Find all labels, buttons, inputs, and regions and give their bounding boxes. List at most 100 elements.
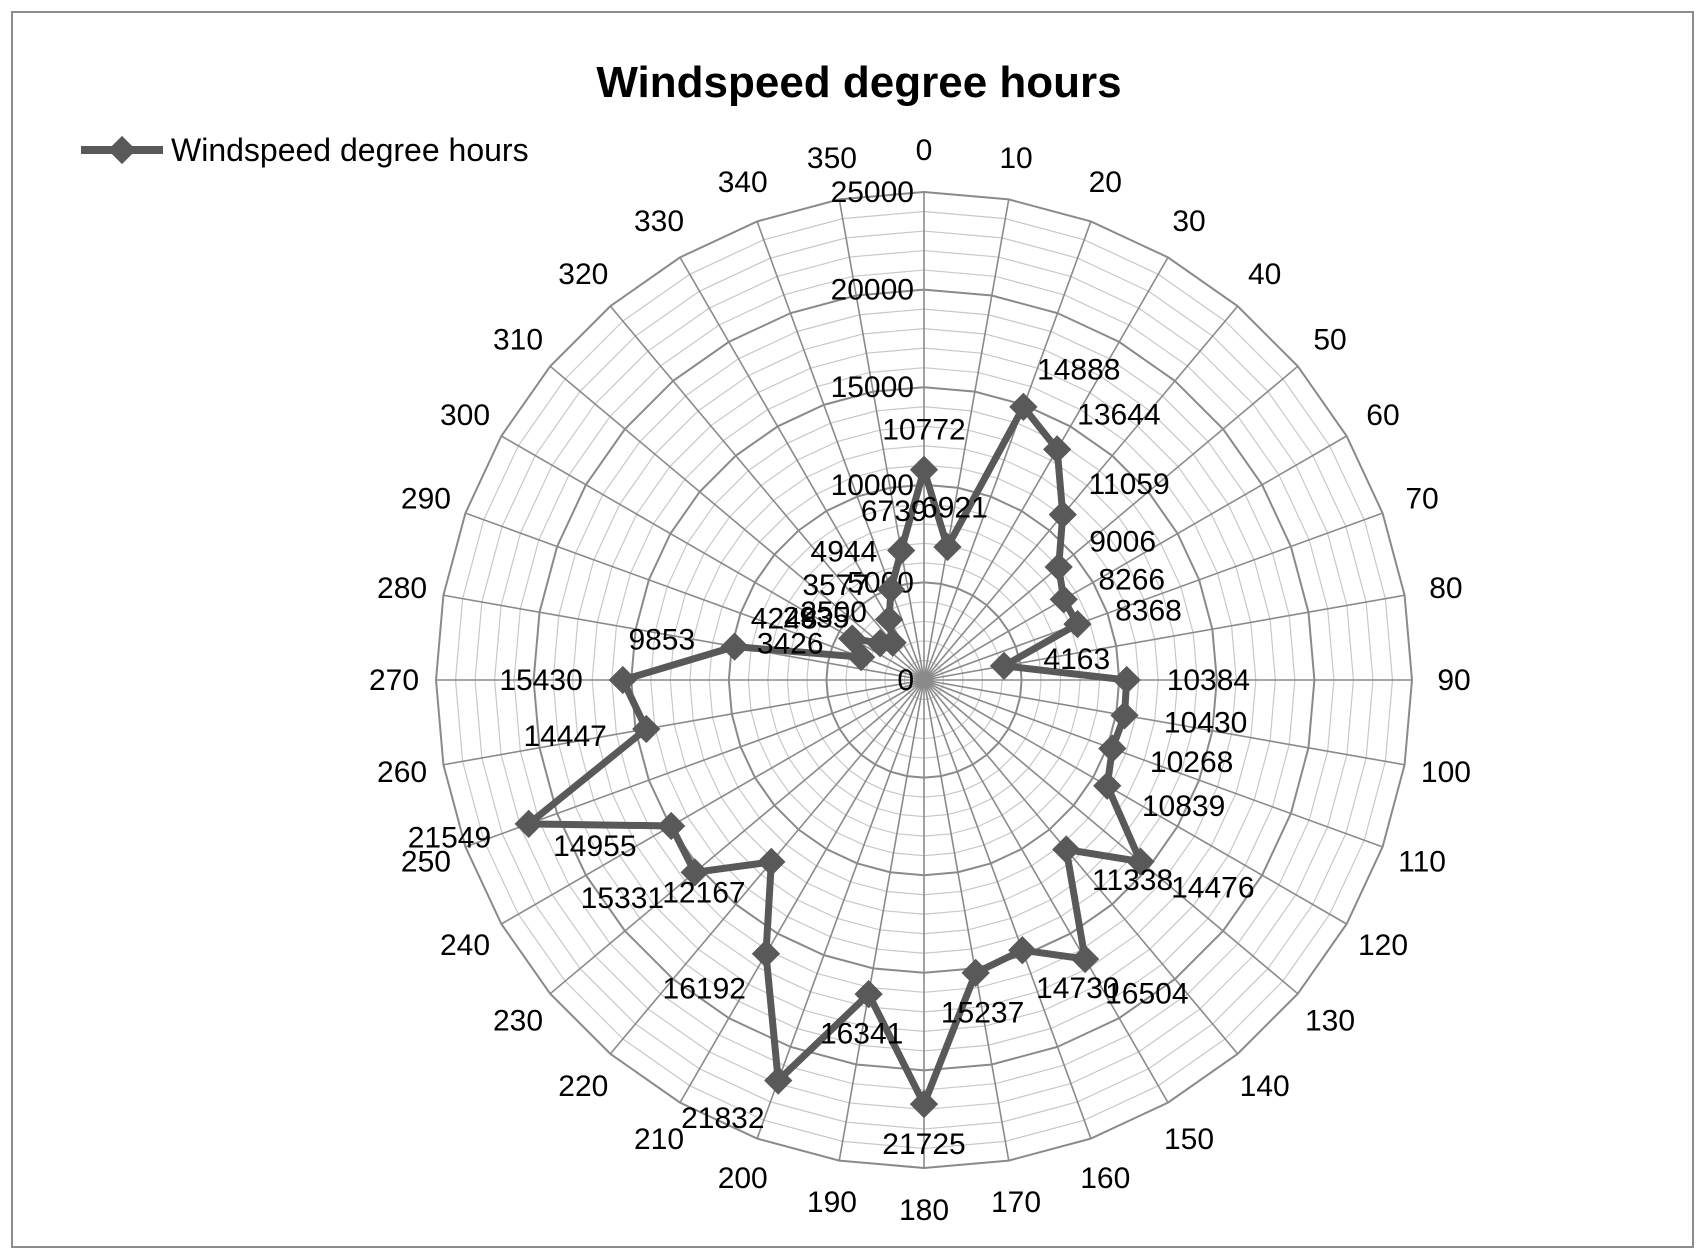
data-label-330: 3577 [802,569,869,602]
spoke-30 [923,256,1169,681]
spoke-140 [923,679,1239,1055]
data-label-220: 12167 [662,877,745,910]
data-point-160 [1008,936,1037,965]
series-windspeed [514,392,1155,1119]
data-point-320 [878,628,907,657]
data-label-10: 6921 [921,492,988,525]
data-point-130 [1126,847,1155,876]
angle-label-80: 80 [1429,572,1462,605]
data-label-210: 16192 [663,972,746,1005]
data-point-80 [989,651,1019,681]
data-point-250 [514,809,543,839]
data-point-10 [933,532,962,562]
tick-label-15000: 15000 [831,371,914,404]
angle-label-0: 0 [916,134,933,167]
legend-label: Windspeed degree hours [171,132,529,168]
angle-label-300: 300 [440,399,490,432]
data-label-160: 14730 [1036,972,1119,1005]
data-label-300: 4248 [751,603,818,636]
data-point-110 [1098,734,1127,763]
radar-spokes [436,192,1412,1168]
spoke-250 [465,679,925,848]
data-point-0 [909,455,939,484]
data-label-120: 10839 [1142,790,1225,823]
radial-tick-labels: 0 5000 10000 15000 20000 25000 [831,176,914,697]
angle-label-200: 200 [718,1162,768,1195]
angle-label-20: 20 [1089,166,1122,199]
angle-label-320: 320 [558,258,608,291]
angle-label-340: 340 [718,166,768,199]
spoke-240 [500,679,925,925]
spoke-20 [923,221,1092,681]
data-point-230 [680,858,709,887]
spoke-130 [923,679,1299,995]
data-label-20: 14888 [1037,353,1120,386]
data-label-70: 8368 [1115,594,1182,627]
spoke-150 [923,679,1169,1104]
angle-label-30: 30 [1172,205,1205,238]
data-label-340: 4944 [811,536,878,569]
data-label-290: 3426 [757,627,824,660]
spoke-290 [465,512,925,681]
data-point-300 [838,624,867,653]
angle-label-130: 130 [1305,1005,1355,1038]
data-label-270: 15430 [499,664,582,697]
angle-label-350: 350 [807,142,857,175]
data-label-320: 2500 [800,596,867,629]
angle-label-310: 310 [493,323,543,356]
spoke-200 [756,679,925,1139]
angle-label-160: 160 [1080,1162,1130,1195]
tick-label-10000: 10000 [831,469,914,502]
data-point-220 [757,847,786,877]
data-point-330 [874,605,904,634]
data-point-140 [1052,835,1081,864]
angle-label-140: 140 [1240,1070,1290,1103]
radar-chart: Windspeed degree hours Windspeed degree … [81,58,1471,1227]
data-label-90: 10384 [1167,664,1250,697]
spoke-310 [549,365,925,681]
data-point-20 [1009,392,1038,422]
data-point-40 [1048,500,1077,529]
legend-marker [107,135,137,165]
data-point-30 [1043,435,1072,464]
spoke-50 [923,365,1299,681]
spoke-320 [609,305,925,681]
chart-title: Windspeed degree hours [596,58,1121,107]
angle-label-210: 210 [634,1123,684,1156]
spoke-70 [923,512,1383,681]
data-label-80: 4163 [1043,643,1110,676]
angle-label-70: 70 [1405,483,1438,516]
tick-label-20000: 20000 [831,274,914,307]
angle-label-260: 260 [377,756,427,789]
data-point-210 [751,939,781,968]
data-point-180 [909,1089,939,1119]
angle-label-290: 290 [401,483,451,516]
data-label-100: 10430 [1164,706,1247,739]
data-label-230: 15331 [581,882,664,915]
angle-label-150: 150 [1164,1123,1214,1156]
angle-label-280: 280 [377,572,427,605]
data-label-30: 13644 [1077,399,1160,432]
spoke-330 [679,256,925,681]
data-label-40: 11059 [1088,468,1169,501]
data-point-350 [887,536,916,565]
data-label-200: 21832 [681,1102,764,1135]
data-point-170 [961,958,990,988]
angle-label-240: 240 [440,929,490,962]
data-label-130: 14476 [1171,871,1254,904]
data-point-90 [1112,665,1141,695]
data-point-60 [1049,585,1078,614]
data-point-240 [657,811,686,841]
tick-label-25000: 25000 [831,176,914,209]
data-point-120 [1093,771,1122,800]
spoke-10 [923,199,1010,681]
angle-label-170: 170 [991,1186,1041,1219]
data-label-280: 9853 [628,624,695,657]
data-point-190 [854,979,883,1009]
angle-label-330: 330 [634,205,684,238]
data-point-280 [720,632,749,661]
spoke-60 [923,435,1348,681]
angle-label-220: 220 [558,1070,608,1103]
data-point-260 [632,714,661,744]
data-label-180: 21725 [882,1128,965,1161]
